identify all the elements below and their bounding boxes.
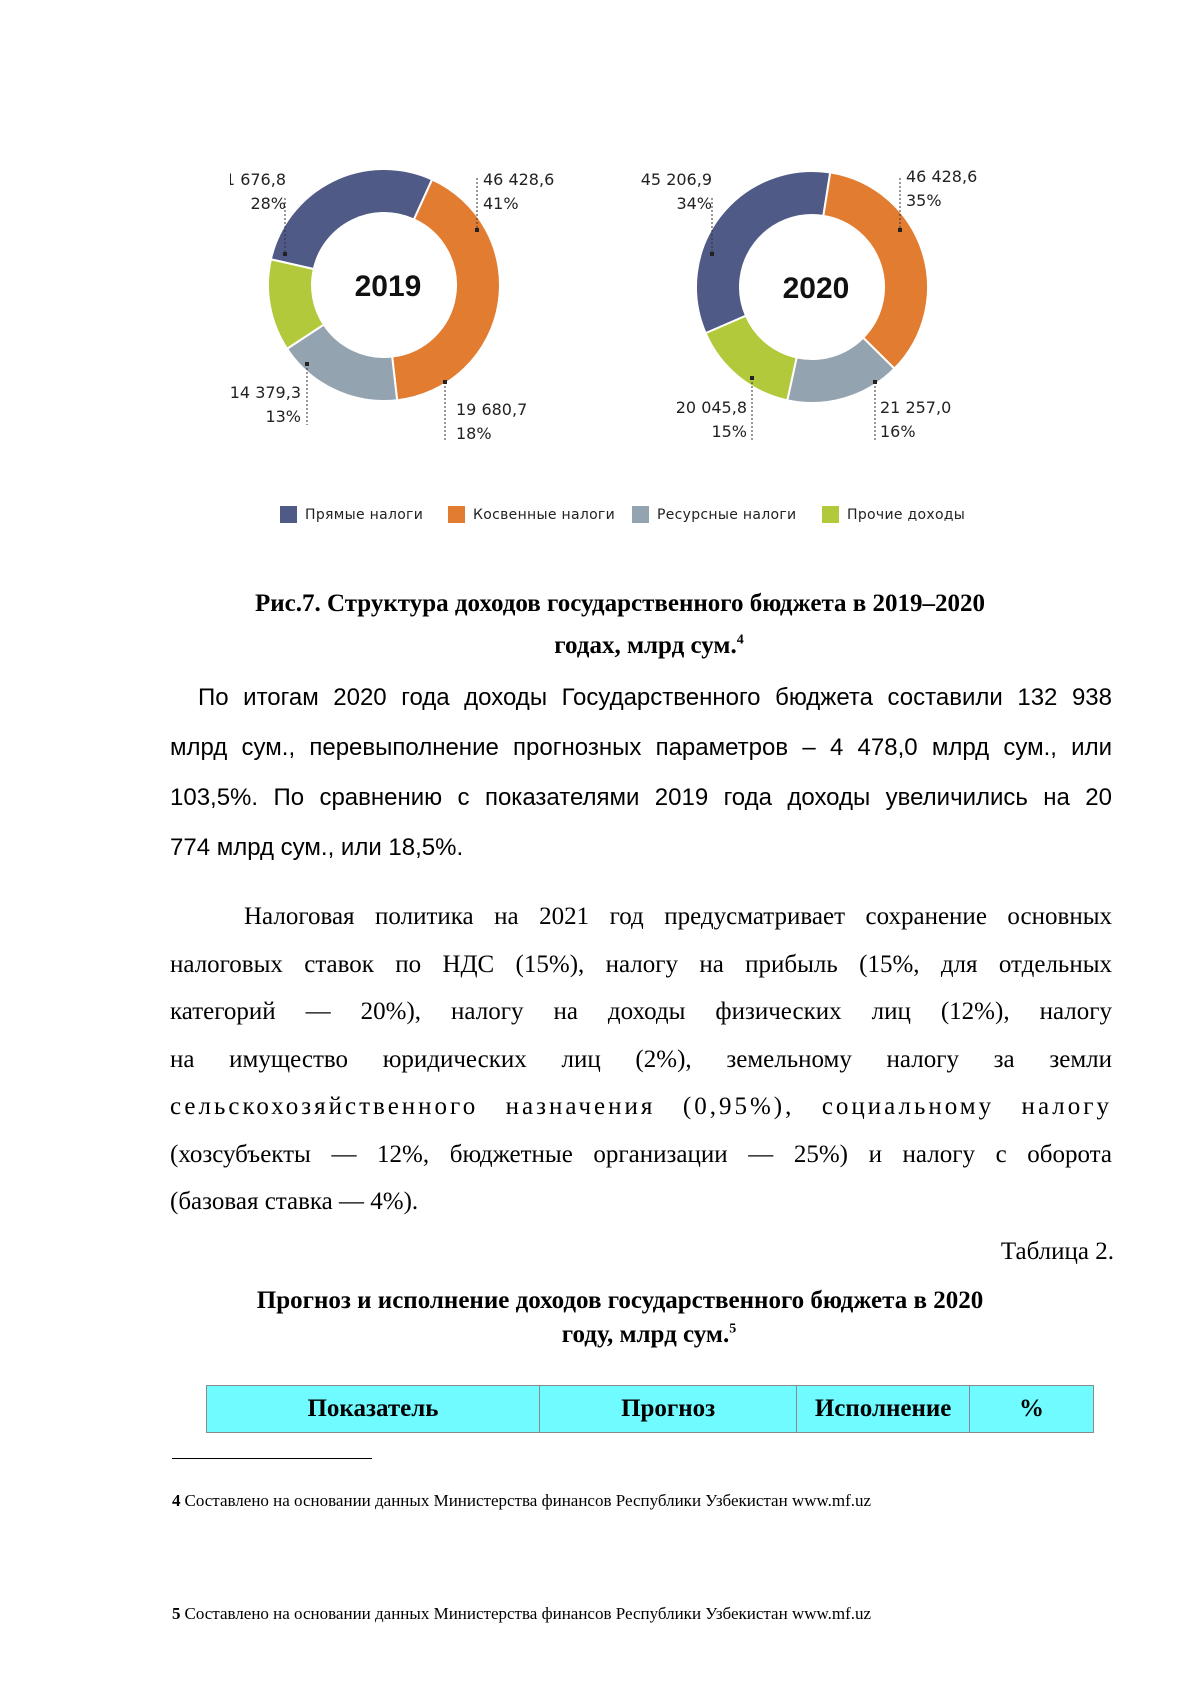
footnote-ref: 5 — [729, 1321, 737, 1337]
paragraph-line: Налоговая политика на 2021 год предусмат… — [244, 903, 1112, 930]
column-header-percent: % — [968, 1385, 1095, 1433]
donut-slice-Косвенные налоги — [822, 171, 929, 371]
paragraph-line: сельскохозяйственного назначения (0,95%)… — [170, 1093, 1112, 1120]
data-percent-label: 18% — [456, 424, 492, 443]
legend-label: Ресурсные налоги — [657, 506, 797, 523]
data-percent-label: 28% — [250, 194, 286, 213]
data-label-marker — [898, 228, 902, 232]
column-header-indicator: Показатель — [206, 1385, 540, 1433]
paragraph-line: По итогам 2020 года доходы Государственн… — [198, 684, 1112, 711]
legend-swatch — [632, 506, 649, 523]
data-value-label: 14 379,3 — [230, 383, 301, 402]
donut-year-label: 2020 — [783, 272, 850, 305]
data-label-marker — [305, 362, 309, 366]
data-value-label: 45 206,9 — [641, 170, 712, 189]
paragraph-line: налоговых ставок по НДС (15%), налогу на… — [170, 950, 1112, 978]
footnote-number: 5 — [172, 1604, 181, 1623]
table-header-row: Показатель Прогноз Исполнение % — [206, 1385, 1095, 1433]
donut-chart-2019: 2019 31 676,8 28% 46 428,6 41% 19 680,7 18% 14 … — [230, 168, 554, 443]
data-label-marker — [750, 376, 754, 380]
data-percent-label: 41% — [483, 194, 519, 213]
table-caption-line2: году, млрд сум. — [561, 1321, 730, 1348]
table-caption-line1: Прогноз и исполнение доходов государстве… — [256, 1287, 984, 1314]
table-caption: Прогноз и исполнение доходов государстве… — [180, 1284, 1060, 1352]
data-label-marker — [443, 380, 447, 384]
paragraph-tax-policy: Налоговая политика на 2021 год предусмат… — [170, 893, 1112, 1226]
data-percent-label: 34% — [676, 194, 712, 213]
donut-slice-Прочие доходы — [704, 314, 798, 402]
paragraph-line: (базовая ставка — 4%). — [170, 1188, 419, 1215]
legend-swatch — [822, 506, 839, 523]
data-value-label: 20 045,8 — [676, 398, 747, 417]
donut-slice-Прямые налоги — [269, 168, 434, 271]
footnote-ref: 4 — [736, 632, 744, 648]
footnote-5: 5 Составлено на основании данных Министер… — [172, 1604, 871, 1624]
paragraph-line: млрд сум., перевыполнение прогнозных пар… — [170, 734, 1112, 761]
legend-item-resource-taxes: Ресурсные налоги — [632, 506, 796, 523]
legend-item-direct-taxes: Прямые налоги — [280, 506, 423, 523]
data-value-label: 46 428,6 — [906, 167, 977, 186]
data-value-label: 19 680,7 — [456, 400, 527, 419]
legend-swatch — [448, 506, 465, 523]
donut-chart-2020: 2020 45 206,9 34% 46 428,6 35% 21 257,0 16% 20 … — [641, 167, 978, 441]
footnote-number: 4 — [172, 1491, 181, 1510]
data-percent-label: 13% — [265, 407, 301, 426]
data-label-marker — [710, 252, 714, 256]
legend-label: Прямые налоги — [305, 506, 424, 523]
chart-legend: Прямые налоги Косвенные налоги Ресурсные… — [280, 506, 1040, 530]
footnote-text: Составлено на основании данных Министерс… — [184, 1491, 872, 1510]
data-label-marker — [475, 228, 479, 232]
donut-charts: 2019 31 676,8 28% 46 428,6 41% 19 680,7 18% 14 … — [230, 167, 978, 443]
legend-item-other-income: Прочие доходы — [822, 506, 965, 523]
paragraph-revenue-2020: По итогам 2020 года доходы Государственн… — [170, 673, 1112, 873]
table-label: Таблица 2. — [1000, 1238, 1114, 1265]
data-label-marker — [283, 252, 287, 256]
donut-slice-Косвенные налоги — [391, 178, 501, 402]
paragraph-line: категорий — 20%), налогу на доходы физич… — [170, 998, 1112, 1025]
data-value-label: 21 257,0 — [880, 398, 951, 417]
legend-label: Прочие доходы — [847, 506, 966, 523]
donut-year-label: 2019 — [355, 270, 422, 303]
table-caption-line2-wrap: году, млрд сум.5 — [180, 1318, 1060, 1352]
legend-label: Косвенные налоги — [473, 506, 615, 523]
data-percent-label: 15% — [711, 422, 747, 441]
column-header-forecast: Прогноз — [538, 1385, 798, 1433]
data-label-marker — [873, 380, 877, 384]
paragraph-line: 103,5%. По сравнению с показателями 2019… — [170, 784, 1112, 811]
figure-caption-line2-wrap: годах, млрд сум.4 — [180, 625, 1060, 667]
donut-slice-Прямые налоги — [695, 170, 832, 335]
legend-item-indirect-taxes: Косвенные налоги — [448, 506, 615, 523]
figure-caption-line2: годах, млрд сум. — [554, 632, 737, 659]
data-value-label: 46 428,6 — [483, 170, 554, 189]
footnote-separator — [172, 1458, 372, 1459]
figure-caption-line1: Рис.7. Структура доходов государственног… — [254, 590, 986, 617]
paragraph-line: (хозсубъекты — 12%, бюджетные организаци… — [170, 1140, 1112, 1168]
footnote-4: 4 Составлено на основании данных Министер… — [172, 1491, 871, 1511]
data-percent-label: 16% — [880, 422, 916, 441]
footnote-text: Составлено на основании данных Министерс… — [184, 1604, 872, 1623]
figure-caption: Рис.7. Структура доходов государственног… — [180, 583, 1060, 667]
budget-table: Показатель Прогноз Исполнение % — [206, 1385, 1095, 1433]
data-percent-label: 35% — [906, 191, 942, 210]
legend-swatch — [280, 506, 297, 523]
paragraph-line: 774 млрд сум., или 18,5%. — [170, 834, 464, 861]
column-header-execution: Исполнение — [796, 1385, 970, 1433]
data-value-label: 31 676,8 — [230, 170, 286, 189]
paragraph-line: на имущество юридических лиц (2%), земел… — [170, 1045, 1112, 1073]
